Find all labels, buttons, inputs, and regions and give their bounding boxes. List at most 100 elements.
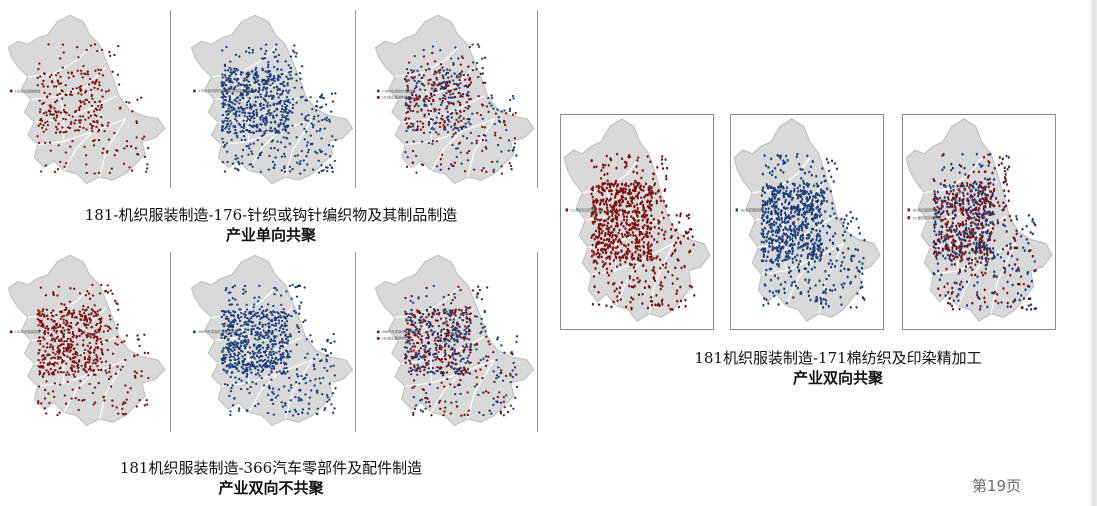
map-legend: 176针织或钩针编织物 181机织服装制造: [376, 88, 415, 100]
county-boundary: [648, 243, 674, 314]
legend-label: 181机织服装制造: [15, 329, 41, 334]
divider: [170, 10, 171, 188]
caption-group2: 181机织服装制造-366汽车零部件及配件制造 产业双向不共聚: [5, 458, 537, 498]
county-boundary: [63, 372, 94, 413]
legend-swatch: [907, 216, 910, 220]
point-cluster: [760, 152, 866, 309]
divider: [537, 252, 538, 432]
county-boundary: [98, 359, 127, 420]
map-g2-red: 181机织服装制造: [5, 252, 168, 432]
legend-swatch: [9, 89, 13, 93]
point-cluster: [403, 284, 519, 417]
county-boundary: [247, 372, 280, 413]
county-boundary: [221, 118, 313, 146]
county-boundary: [395, 287, 459, 319]
map-svg: 176针织或钩针编织物 181机织服装制造: [374, 14, 535, 185]
divider: [537, 10, 538, 188]
legend-swatch: [735, 208, 738, 212]
province-region: [733, 118, 881, 322]
point-cluster: [590, 152, 696, 311]
legend-label: 176针织或钩针编织物及其制品制造: [198, 88, 252, 93]
legend-swatch: [193, 330, 196, 334]
map-g3-blue: 181机织服装制造: [730, 114, 884, 330]
county-boundary: [37, 359, 126, 387]
county-boundary: [31, 66, 107, 100]
county-boundary: [398, 66, 475, 100]
divider: [355, 10, 356, 188]
point-cluster: [36, 43, 150, 175]
caption-group2-title: 181机织服装制造-366汽车零部件及配件制造: [119, 459, 423, 477]
scrollbar-track[interactable]: [1091, 0, 1097, 506]
map-g3-red: 171棉纺织及印染精加工: [560, 114, 714, 330]
map-legend: 181机织服装制造: [9, 88, 41, 93]
legend-label: 366汽车零部件及配件制造: [382, 329, 422, 334]
map-legend: 171棉纺织及印染精加工: [565, 207, 604, 213]
county-boundary: [247, 131, 280, 171]
map-g1-red: 181机织服装制造: [5, 12, 168, 190]
county-boundary: [615, 258, 644, 306]
county-boundary: [53, 73, 65, 142]
county-boundary: [467, 118, 495, 178]
county-boundary: [401, 95, 485, 123]
legend-label: 181机织服装制造: [15, 88, 41, 93]
map-svg: 181机织服装制造 171棉纺织及印染精加工: [905, 118, 1053, 322]
county-boundary: [430, 372, 462, 413]
county-boundary: [221, 359, 313, 387]
caption-group3-subtitle: 产业双向共聚: [792, 369, 883, 387]
county-boundary: [98, 118, 127, 178]
county-boundary: [430, 131, 462, 171]
county-boundary: [957, 258, 986, 306]
legend-swatch: [9, 330, 13, 334]
legend-swatch: [193, 89, 196, 93]
legend-swatch: [907, 208, 910, 212]
county-boundary: [404, 359, 495, 387]
map-svg: 176针织或钩针编织物及其制品制造: [190, 14, 354, 185]
map-svg: 181机织服装制造: [7, 14, 166, 185]
caption-group1: 181-机织服装制造-176-针织或钩针编织物及其制品制造 产业单向共聚: [5, 205, 537, 245]
county-boundary: [27, 47, 91, 78]
county-boundary: [63, 131, 94, 171]
legend-swatch: [376, 337, 380, 340]
map-legend: 366汽车零部件及配件制造: [193, 329, 239, 334]
legend-swatch: [376, 330, 380, 334]
legend-label: 181机织服装制造: [740, 207, 764, 213]
divider: [355, 252, 356, 432]
county-boundary: [404, 118, 495, 146]
map-svg: 181机织服装制造: [7, 254, 166, 427]
point-cluster: [220, 283, 337, 417]
county-boundary: [582, 157, 641, 194]
legend-label: 366汽车零部件及配件制造: [198, 329, 238, 334]
county-boundary: [284, 118, 313, 178]
county-boundary: [395, 47, 459, 78]
page-number: 第19页: [972, 477, 1022, 495]
map-g2-blue: 366汽车零部件及配件制造: [188, 252, 356, 432]
map-svg: 366汽车零部件及配件制造 181机织服装制造: [374, 254, 535, 427]
point-cluster: [403, 43, 518, 175]
map-svg: 171棉纺织及印染精加工: [563, 118, 711, 322]
map-legend: 181机织服装制造: [9, 329, 41, 334]
county-boundary: [284, 359, 313, 420]
legend-swatch: [376, 89, 380, 93]
point-cluster: [932, 152, 1038, 311]
map-legend: 366汽车零部件及配件制造 181机织服装制造: [376, 329, 422, 341]
map-g1-blue: 176针织或钩针编织物及其制品制造: [188, 12, 356, 190]
caption-group3: 181机织服装制造-171棉纺织及印染精加工 产业双向共聚: [600, 348, 1076, 388]
caption-group1-title: 181-机织服装制造-176-针织或钩针编织物及其制品制造: [84, 206, 458, 224]
county-boundary: [933, 242, 1016, 276]
map-legend: 181机织服装制造 171棉纺织及印染精加工: [907, 207, 946, 220]
caption-group2-subtitle: 产业双向不共聚: [218, 479, 324, 497]
divider: [170, 252, 171, 432]
point-cluster: [220, 43, 337, 175]
legend-swatch: [565, 208, 568, 212]
legend-label: 176针织或钩针编织物: [382, 88, 415, 93]
map-g2-overlay: 366汽车零部件及配件制造 181机织服装制造: [372, 252, 537, 432]
caption-group1-subtitle: 产业单向共聚: [225, 226, 316, 244]
caption-group3-title: 181机织服装制造-171棉纺织及印染精加工: [694, 349, 982, 367]
county-boundary: [758, 215, 835, 248]
county-boundary: [467, 359, 495, 420]
county-boundary: [990, 243, 1016, 314]
legend-swatch: [376, 96, 380, 99]
map-legend: 176针织或钩针编织物及其制品制造: [193, 88, 252, 93]
map-g3-overlay: 181机织服装制造 171棉纺织及印染精加工: [902, 114, 1056, 330]
legend-label: 171棉纺织及印染精加工: [570, 207, 604, 213]
